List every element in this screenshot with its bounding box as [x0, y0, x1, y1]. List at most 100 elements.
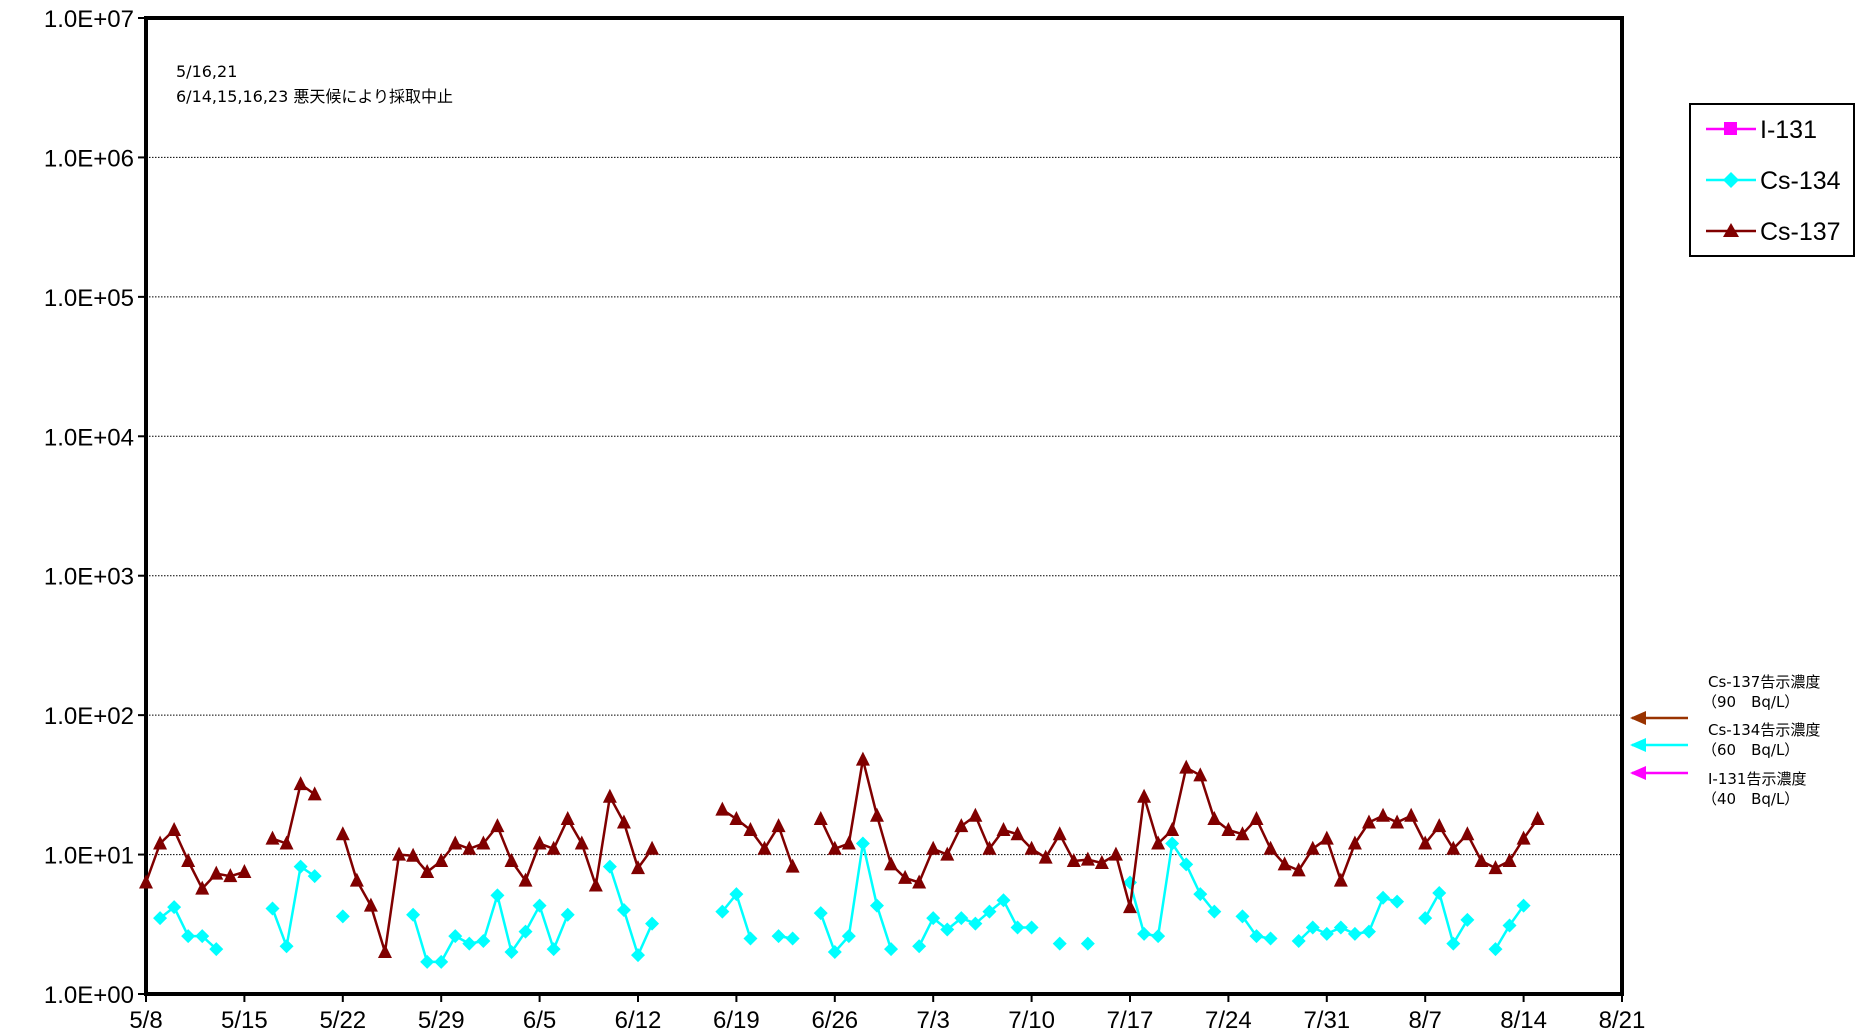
data-point-cs137 — [406, 847, 421, 862]
data-point-cs134 — [1207, 904, 1222, 919]
data-point-cs134 — [1052, 936, 1067, 951]
legend-label-cs134: Cs-134 — [1760, 167, 1841, 195]
data-point-cs137 — [1094, 855, 1109, 870]
data-point-cs134 — [1010, 920, 1025, 935]
data-point-cs134 — [195, 929, 210, 944]
data-point-cs137 — [462, 840, 477, 855]
data-point-cs134 — [504, 945, 519, 960]
x-tick-label: 5/22 — [319, 1007, 366, 1034]
data-point-cs137 — [982, 840, 997, 855]
data-point-cs137 — [841, 835, 856, 850]
data-point-cs137 — [1024, 840, 1039, 855]
legend-marker-cs137 — [1723, 223, 1739, 237]
gridlines — [146, 156, 1622, 856]
series-line-cs137 — [819, 758, 1539, 909]
data-point-cs134 — [912, 939, 927, 954]
data-point-cs137 — [588, 877, 603, 892]
y-tick-label: 1.0E+03 — [44, 564, 134, 591]
x-tick-label: 8/7 — [1409, 1007, 1442, 1034]
data-point-cs137 — [1516, 830, 1531, 845]
data-point-cs137 — [560, 810, 575, 825]
limit-label-i131-line1: I-131告示濃度 — [1708, 770, 1806, 788]
data-point-cs134 — [476, 933, 491, 948]
data-point-cs137 — [1137, 788, 1152, 803]
data-point-cs134 — [1080, 936, 1095, 951]
data-point-cs137 — [1263, 840, 1278, 855]
data-point-cs137 — [1530, 810, 1545, 825]
legend-marker-cs134 — [1723, 172, 1739, 188]
data-point-cs134 — [926, 911, 941, 926]
limit-arrow-i131-head — [1630, 766, 1646, 780]
data-point-cs134 — [616, 903, 631, 918]
data-point-cs137 — [898, 869, 913, 884]
data-point-cs137 — [757, 840, 772, 855]
data-point-cs137 — [1305, 840, 1320, 855]
data-point-cs134 — [602, 859, 617, 874]
data-point-cs137 — [968, 807, 983, 822]
data-point-cs137 — [1221, 822, 1236, 837]
data-point-cs134 — [406, 907, 421, 922]
x-tick-label: 6/26 — [811, 1007, 858, 1034]
data-point-cs137 — [504, 852, 519, 867]
series-line-cs134 — [271, 865, 316, 948]
data-point-cs137 — [1333, 872, 1348, 887]
data-point-cs134 — [1235, 909, 1250, 924]
y-tick-label: 1.0E+07 — [44, 6, 134, 33]
data-point-cs134 — [1488, 942, 1503, 957]
data-point-cs134 — [982, 904, 997, 919]
data-point-cs134 — [1502, 918, 1517, 933]
data-point-cs137 — [349, 872, 364, 887]
data-point-cs137 — [884, 856, 899, 871]
data-point-cs137 — [139, 874, 153, 889]
data-point-cs137 — [518, 872, 533, 887]
data-point-cs137 — [1376, 807, 1391, 822]
data-point-cs134 — [855, 836, 870, 851]
data-point-cs137 — [631, 860, 645, 875]
data-point-cs134 — [1390, 894, 1405, 909]
x-tick-label: 5/29 — [418, 1007, 465, 1034]
data-point-cs137 — [420, 863, 435, 878]
data-point-cs137 — [729, 810, 744, 825]
plot-area-frame — [144, 16, 1624, 996]
data-point-cs134 — [532, 898, 547, 913]
x-tick-label: 5/8 — [129, 1007, 162, 1034]
data-point-cs137 — [743, 822, 758, 837]
x-tick-label: 7/24 — [1205, 1007, 1252, 1034]
data-point-cs134 — [1376, 890, 1391, 905]
data-point-cs137 — [377, 944, 392, 959]
y-tick-label: 1.0E+01 — [44, 843, 134, 870]
data-point-cs134 — [771, 929, 786, 944]
data-point-cs137 — [1123, 899, 1137, 914]
data-point-cs137 — [926, 840, 941, 855]
data-point-cs134 — [1305, 920, 1320, 935]
series-line-cs134 — [608, 866, 654, 957]
limit-label-i131-line2: （40 Bq/L） — [1702, 790, 1799, 808]
data-point-cs137 — [602, 788, 617, 803]
data-point-cs134 — [841, 929, 856, 944]
data-point-cs137 — [434, 852, 449, 867]
data-point-cs137 — [237, 863, 252, 878]
data-point-cs137 — [335, 826, 350, 841]
data-point-cs134 — [279, 939, 294, 954]
x-tick-label: 8/21 — [1599, 1007, 1646, 1034]
data-point-cs137 — [645, 840, 660, 855]
data-point-cs134 — [729, 887, 744, 902]
x-tick-label: 6/5 — [523, 1007, 556, 1034]
data-point-cs137 — [167, 822, 182, 837]
limit-label-cs134-line2: （60 Bq/L） — [1702, 741, 1799, 759]
data-point-cs137 — [532, 835, 547, 850]
data-point-cs134 — [1319, 926, 1334, 941]
data-point-cs137 — [1432, 818, 1447, 833]
data-point-cs134 — [1418, 911, 1433, 926]
data-point-cs134 — [884, 942, 899, 957]
data-point-cs134 — [1446, 936, 1461, 951]
limit-label-cs137-line2: （90 Bq/L） — [1702, 693, 1799, 711]
data-point-cs137 — [827, 840, 842, 855]
data-point-cs137 — [363, 897, 378, 912]
annotation-line-1: 5/16,21 — [176, 62, 237, 81]
data-point-cs137 — [1249, 810, 1264, 825]
data-point-cs137 — [1390, 814, 1405, 829]
data-point-cs134 — [1137, 926, 1152, 941]
x-tick-label: 6/19 — [713, 1007, 760, 1034]
data-point-cs137 — [1361, 814, 1376, 829]
